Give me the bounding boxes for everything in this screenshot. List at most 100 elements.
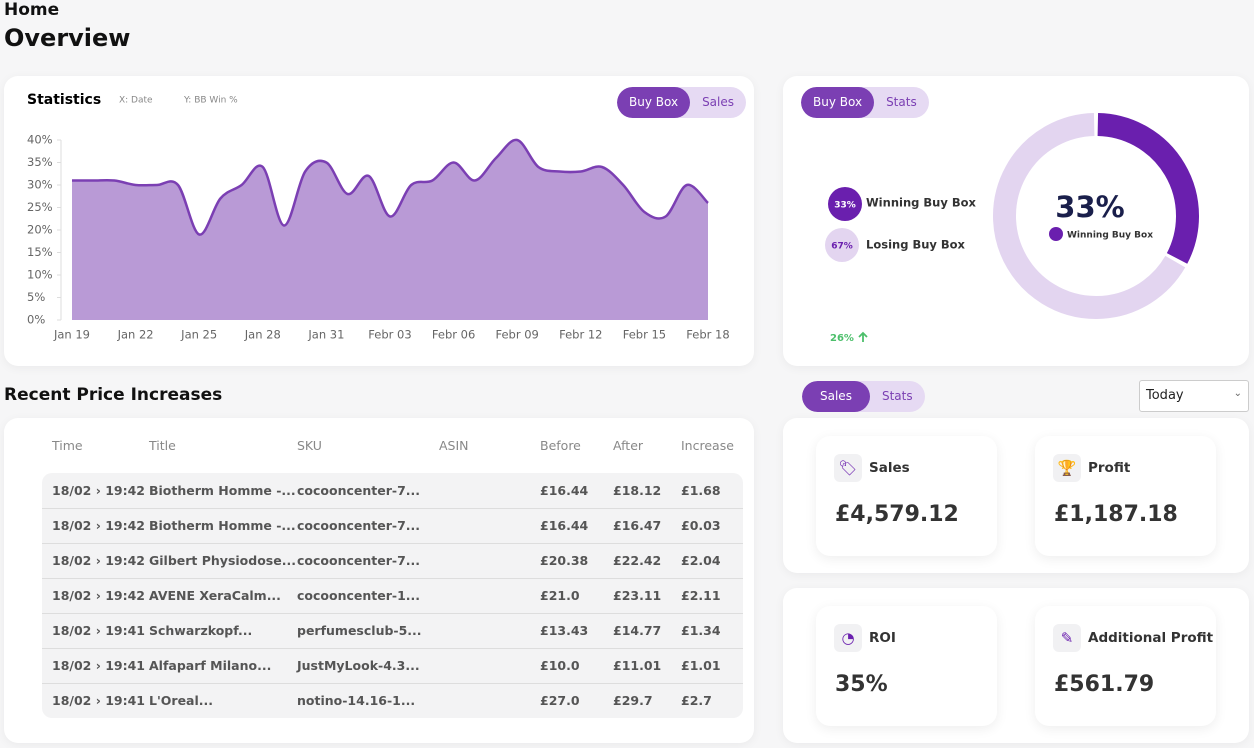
period-select[interactable]: Today ⌄ [1139, 380, 1249, 412]
table-cell: perfumesclub-5... [297, 623, 422, 638]
table-cell: £11.01 [613, 658, 662, 673]
kpi-label: Sales [869, 460, 910, 476]
table-cell: 18/02 › 19:42 [52, 518, 145, 533]
table-cell: 18/02 › 19:41 [52, 623, 145, 638]
column-header: ASIN [439, 438, 469, 453]
x-tick-label: Jan 22 [117, 328, 154, 342]
table-cell: £0.03 [681, 518, 721, 533]
table-cell: £29.7 [613, 693, 653, 708]
table-cell: £22.42 [613, 553, 662, 568]
buybox-tabs: Buy Box Stats [801, 87, 929, 118]
column-header: Before [540, 438, 581, 453]
table-cell: £1.34 [681, 623, 721, 638]
center-dot [1049, 227, 1063, 241]
buybox-card: Buy Box Stats 33% Winning Buy Box 67% Lo… [783, 76, 1249, 366]
tab[interactable]: Buy Box [801, 87, 875, 118]
chevron: ⌄ [1233, 388, 1242, 399]
stat-tabs: Buy Box Sales [617, 87, 747, 118]
legend-badge [825, 228, 859, 262]
table-cell: £1.01 [681, 658, 721, 673]
tab[interactable]: Sales [802, 381, 870, 412]
table-cell: Schwarzkopf... [149, 623, 253, 638]
legend-badge [828, 187, 862, 221]
table-cell: cocooncenter-7... [297, 518, 421, 533]
table-cell: cocooncenter-1... [297, 588, 421, 603]
row-divider [42, 578, 743, 579]
x-tick-label: Jan 31 [307, 328, 344, 342]
table-cell: £18.12 [613, 483, 662, 498]
table-cell: 18/02 › 19:41 [52, 693, 145, 708]
tab[interactable]: Sales [702, 95, 735, 109]
table-cell: £2.7 [681, 693, 712, 708]
page-title: Overview [4, 24, 131, 52]
table-title: Recent Price Increases [4, 385, 223, 405]
y-tick-label: 0% [27, 313, 45, 327]
kpi-value: £1,187.18 [1054, 502, 1178, 527]
row-divider [42, 508, 743, 509]
kpi-value: £561.79 [1054, 672, 1155, 697]
x-tick-label: Febr 03 [368, 328, 411, 342]
table-cell: Biotherm Homme -... [149, 518, 296, 533]
x-tick-label: Jan 25 [180, 328, 217, 342]
area-fill [72, 139, 708, 320]
kpi-label: ROI [869, 630, 896, 646]
y-axis-label: Y: BB Win % [183, 96, 238, 106]
table-cell: Biotherm Homme -... [149, 483, 296, 498]
table-body [42, 473, 743, 718]
tab[interactable]: Stats [881, 389, 913, 403]
table-cell: £16.47 [613, 518, 662, 533]
table-cell: 18/02 › 19:42 [52, 553, 145, 568]
kpi-icon: 🏷 [834, 454, 862, 482]
table-cell: £13.43 [540, 623, 589, 638]
table-cell: £20.38 [540, 553, 589, 568]
table-cell: AVENE XeraCalm... [149, 588, 281, 603]
column-header: Time [52, 438, 83, 453]
x-tick-label: Febr 12 [559, 328, 602, 342]
table-cell: 18/02 › 19:41 [52, 658, 145, 673]
breadcrumb[interactable]: Home [4, 0, 60, 20]
table-cell: £14.77 [613, 623, 662, 638]
donut-segment [993, 113, 1186, 319]
kpi-card: 🏷 Sales £4,579.12 [816, 436, 997, 556]
tab[interactable]: Stats [886, 95, 917, 109]
y-tick-label: 35% [27, 155, 53, 169]
y-tick-label: 25% [27, 200, 53, 214]
y-tick-label: 15% [27, 245, 53, 259]
tab[interactable]: Buy Box [617, 87, 691, 118]
donut-center-label: Winning Buy Box [1067, 231, 1153, 241]
table-cell: notino-14.16-1... [297, 693, 416, 708]
table-cell: £23.11 [613, 588, 662, 603]
statistics-card: Statistics X: Date Y: BB Win % 0% 5% 10% 15… [4, 76, 754, 366]
column-header: Title [149, 438, 176, 453]
column-header: Increase [681, 438, 734, 453]
kpi-label: Profit [1088, 460, 1131, 476]
period-value: Today [1146, 388, 1184, 403]
kpi-tabs: Sales Stats [802, 381, 925, 412]
kpi-icon: ✎ [1053, 624, 1081, 652]
row-divider [42, 683, 743, 684]
table-cell: L'Oreal... [149, 693, 214, 708]
y-tick-label: 10% [27, 268, 53, 282]
x-tick-label: Febr 09 [496, 328, 539, 342]
table-cell: £27.0 [540, 693, 580, 708]
kpi-card: ✎ Additional Profit £561.79 [1035, 606, 1216, 726]
legend-label: Losing Buy Box [866, 238, 966, 252]
kpi-value: 35% [835, 672, 888, 697]
kpi-value: £4,579.12 [835, 502, 959, 527]
table-cell: cocooncenter-7... [297, 553, 421, 568]
table-cell: £1.68 [681, 483, 721, 498]
x-tick-label: Jan 28 [244, 328, 281, 342]
y-tick-label: 20% [27, 223, 53, 237]
legend-value: 33% [834, 201, 856, 211]
kpi-icon: 🏆 [1053, 454, 1081, 482]
column-header: After [613, 438, 644, 453]
x-tick-label: Jan 19 [53, 328, 90, 342]
row-divider [42, 543, 743, 544]
table-cell: £2.11 [681, 588, 721, 603]
kpi-card: ◔ ROI 35% [816, 606, 997, 726]
x-tick-label: Febr 15 [623, 328, 666, 342]
change-text: 26% [830, 333, 854, 344]
row-divider [42, 648, 743, 649]
table-cell: cocooncenter-7... [297, 483, 421, 498]
